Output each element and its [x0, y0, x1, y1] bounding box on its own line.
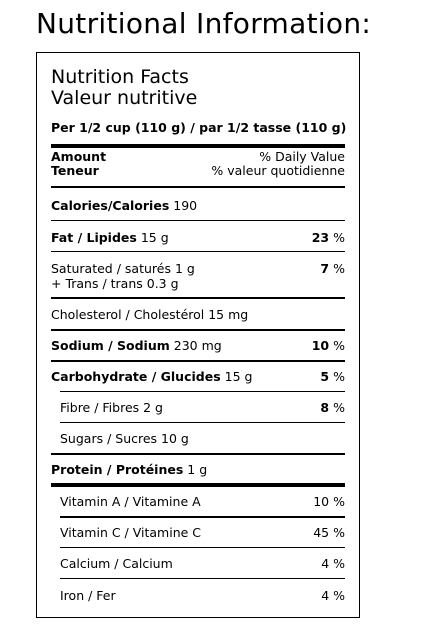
- iron-label: Iron / Fer: [60, 588, 116, 603]
- nutrition-facts-table: Nutrition Facts Valeur nutritive Per 1/2…: [36, 52, 360, 618]
- vitamin-c-label: Vitamin C / Vitamine C: [60, 525, 202, 540]
- carbohydrate-daily-value: 5 %: [320, 369, 345, 384]
- thick-divider: [51, 483, 345, 487]
- daily-value-label-en: % Daily Value: [259, 149, 345, 164]
- page-title: Nutritional Information:: [36, 7, 372, 40]
- saturated-label: Saturated / saturés 1 g: [51, 261, 195, 276]
- nutrition-facts-inner: Nutrition Facts Valeur nutritive Per 1/2…: [51, 53, 347, 617]
- label-title: Nutrition Facts Valeur nutritive: [51, 67, 197, 109]
- medium-divider: [51, 329, 345, 331]
- fibre-daily-value: 8 %: [320, 400, 345, 415]
- fat-text: Fat / Lipides 15 g: [51, 230, 169, 245]
- row-divider: [51, 251, 345, 252]
- cholesterol-text: Cholesterol / Cholestérol 15 mg: [51, 307, 249, 322]
- daily-value-label-fr: % valeur quotidienne: [211, 163, 345, 178]
- protein-text: Protein / Protéines 1 g: [51, 462, 208, 477]
- medium-divider: [51, 453, 345, 455]
- saturated-text: Saturated / saturés 1 g + Trans / trans …: [51, 261, 195, 291]
- row-divider: [60, 578, 345, 579]
- vitamin-a-label: Vitamin A / Vitamine A: [60, 494, 201, 509]
- medium-divider: [51, 186, 345, 188]
- fibre-text: Fibre / Fibres 2 g: [60, 400, 163, 415]
- amount-header: Amount Teneur: [51, 150, 106, 178]
- amount-label-en: Amount: [51, 149, 107, 164]
- daily-value-header: % Daily Value % valeur quotidienne: [211, 150, 345, 178]
- medium-divider: [51, 297, 345, 299]
- sodium-daily-value: 10 %: [311, 338, 345, 353]
- vitamin-a-daily-value: 10 %: [313, 494, 345, 509]
- fat-daily-value: 23 %: [311, 230, 345, 245]
- row-divider: [60, 547, 345, 548]
- trans-label: + Trans / trans 0.3 g: [51, 276, 179, 291]
- calcium-daily-value: 4 %: [321, 556, 345, 571]
- saturated-daily-value: 7 %: [320, 261, 345, 276]
- calcium-label: Calcium / Calcium: [60, 556, 173, 571]
- title-english: Nutrition Facts: [51, 66, 189, 88]
- carbohydrate-text: Carbohydrate / Glucides 15 g: [51, 369, 253, 384]
- serving-size: Per 1/2 cup (110 g) / par 1/2 tasse (110…: [51, 120, 347, 135]
- row-divider: [60, 422, 345, 423]
- vitamin-c-daily-value: 45 %: [313, 525, 345, 540]
- thick-divider: [51, 144, 345, 148]
- amount-label-fr: Teneur: [51, 163, 99, 178]
- sugars-text: Sugars / Sucres 10 g: [60, 431, 189, 446]
- medium-divider: [60, 516, 345, 518]
- title-french: Valeur nutritive: [51, 87, 198, 109]
- row-divider: [51, 220, 345, 221]
- iron-daily-value: 4 %: [321, 588, 345, 603]
- medium-divider: [51, 360, 345, 362]
- row-divider: [60, 391, 345, 392]
- sodium-text: Sodium / Sodium 230 mg: [51, 338, 222, 353]
- calories-text: Calories/Calories 190: [51, 198, 198, 213]
